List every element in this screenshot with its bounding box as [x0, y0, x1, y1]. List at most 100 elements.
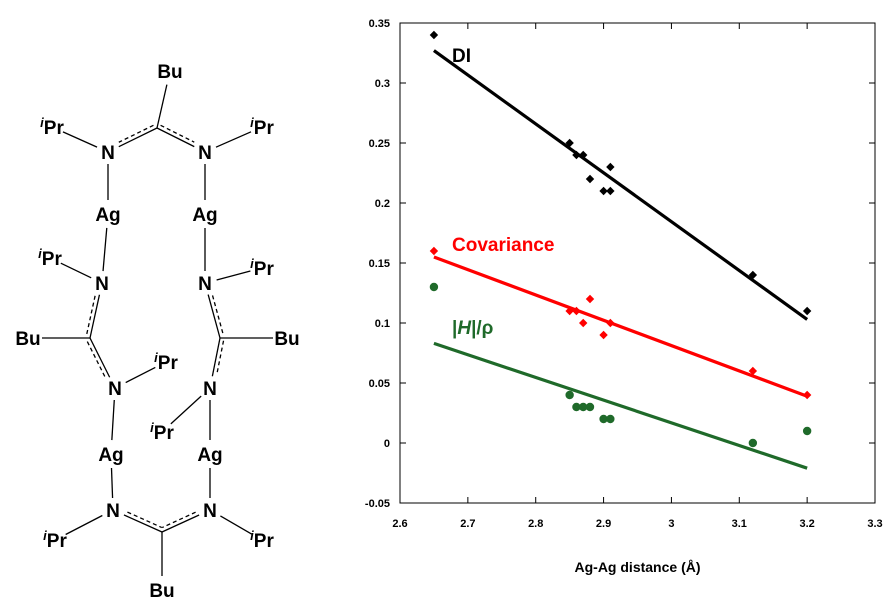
atom-Ag3: Ag: [98, 445, 123, 466]
y-axis: -0.05 0 0.05 0.1 0.15 0.2 0.25 0.3 0.35: [365, 18, 875, 510]
y-tick-label: 0.05: [369, 378, 390, 390]
x-tick-label: 2.9: [596, 518, 611, 530]
data-point: [572, 402, 581, 412]
atom-iPr2: iPr: [250, 115, 274, 139]
data-point: [599, 330, 608, 340]
y-tick-label: 0.15: [369, 258, 390, 270]
data-point: [802, 426, 812, 436]
bond-N4-C_right: [207, 294, 224, 339]
x-tick-label: 2.7: [460, 518, 475, 530]
data-point: [585, 402, 595, 412]
fit-line-1: [433, 255, 808, 398]
atom-Ag2: Ag: [192, 205, 217, 226]
series-labels: DI Covariance |H|/ρ: [452, 46, 554, 339]
y-tick-label: 0.1: [375, 318, 390, 330]
series-label-1: Covariance: [452, 235, 554, 256]
bond-N5-iPr5: [125, 366, 156, 384]
data-points: [429, 30, 812, 448]
data-point: [565, 390, 574, 400]
data-point: [606, 162, 615, 172]
x-tick-label: 2.8: [528, 518, 543, 530]
data-point: [748, 366, 758, 376]
fit-line-2: [433, 341, 808, 470]
bond-N7-C_bot: [123, 511, 163, 533]
data-point: [429, 282, 439, 292]
bond-N4-iPr4: [216, 270, 251, 281]
x-axis-label: Ag-Ag distance (Å): [575, 559, 701, 575]
data-point: [748, 270, 758, 280]
atom-N2: N: [198, 143, 212, 164]
series-label-0: DI: [452, 46, 471, 67]
data-point: [599, 186, 608, 196]
data-point: [579, 318, 588, 328]
atom-iPr8: iPr: [250, 528, 274, 552]
data-point: [802, 306, 812, 316]
atom-Bu_bot: Bu: [149, 581, 174, 602]
atom-iPr4: iPr: [250, 256, 274, 280]
atom-iPr1: iPr: [40, 115, 64, 139]
bond-N6-iPr6: [170, 395, 202, 425]
bond-Ag3-N7: [110, 467, 114, 499]
bond-N7-iPr7: [65, 514, 103, 536]
data-point: [429, 246, 439, 256]
bond-N3-iPr3: [60, 262, 92, 279]
bond-N5-Ag3: [111, 399, 115, 441]
atom-N8: N: [203, 501, 217, 522]
data-point: [579, 402, 588, 412]
y-tick-label: 0.35: [369, 18, 390, 30]
bond-N8-C_bot: [161, 511, 200, 533]
x-tick-label: 3.1: [732, 518, 747, 530]
x-tick-label: 2.6: [392, 518, 407, 530]
bond-N8-iPr8: [220, 515, 252, 535]
y-tick-label: 0.2: [375, 198, 390, 210]
atom-N7: N: [106, 501, 120, 522]
y-tick-label: 0.25: [369, 138, 390, 150]
bond-N1-iPr1: [62, 131, 98, 148]
bond-C_left-N5: [86, 337, 111, 378]
atom-Bu_left: Bu: [15, 329, 40, 350]
atom-N5: N: [108, 379, 122, 400]
data-point: [606, 186, 615, 196]
data-point: [572, 306, 581, 316]
bond-Ag1-N3: [102, 227, 108, 272]
data-point: [606, 414, 615, 424]
y-tick-label: 0.3: [375, 78, 390, 90]
atom-Ag4: Ag: [197, 445, 222, 466]
fit-lines: [432, 49, 809, 470]
data-point: [565, 138, 574, 148]
atom-Ag1: Ag: [95, 205, 120, 226]
data-point: [585, 174, 595, 184]
data-point: [748, 438, 758, 448]
bond-C_top-N2: [156, 124, 195, 148]
atom-iPr6: iPr: [150, 420, 174, 444]
data-point: [572, 150, 581, 160]
chart: 2.6 2.7 2.8 2.9 3 3.1 3.2 3.3 -0.05 0 0.05 0.1 0.15…: [365, 18, 883, 575]
data-point: [585, 294, 595, 304]
atom-N4: N: [198, 274, 212, 295]
bond-C_top-N1: [118, 124, 158, 148]
x-tick-label: 3.2: [799, 518, 814, 530]
x-tick-label: 3.3: [867, 518, 882, 530]
atom-iPr7: iPr: [43, 528, 67, 552]
atom-N3: N: [95, 274, 109, 295]
data-point: [579, 150, 588, 160]
atom-Bu_right: Bu: [274, 329, 299, 350]
data-point: [606, 318, 615, 328]
fit-line-0: [432, 49, 809, 321]
data-point: [802, 390, 812, 400]
y-tick-label: -0.05: [365, 498, 390, 510]
atom-N6: N: [203, 379, 217, 400]
bond-N3-C_left: [85, 294, 101, 339]
atom-iPr3: iPr: [38, 246, 62, 270]
data-point: [565, 306, 574, 316]
data-point: [599, 414, 608, 424]
series-label-2: |H|/ρ: [452, 318, 494, 339]
atom-Bu_top: Bu: [157, 62, 182, 83]
bond-C_right-N6: [211, 337, 225, 377]
y-tick-label: 0: [384, 438, 390, 450]
atom-iPr5: iPr: [154, 350, 178, 374]
data-point: [429, 30, 439, 40]
x-tick-label: 3: [668, 518, 674, 530]
bond-C_top-Bu_top: [156, 84, 168, 129]
